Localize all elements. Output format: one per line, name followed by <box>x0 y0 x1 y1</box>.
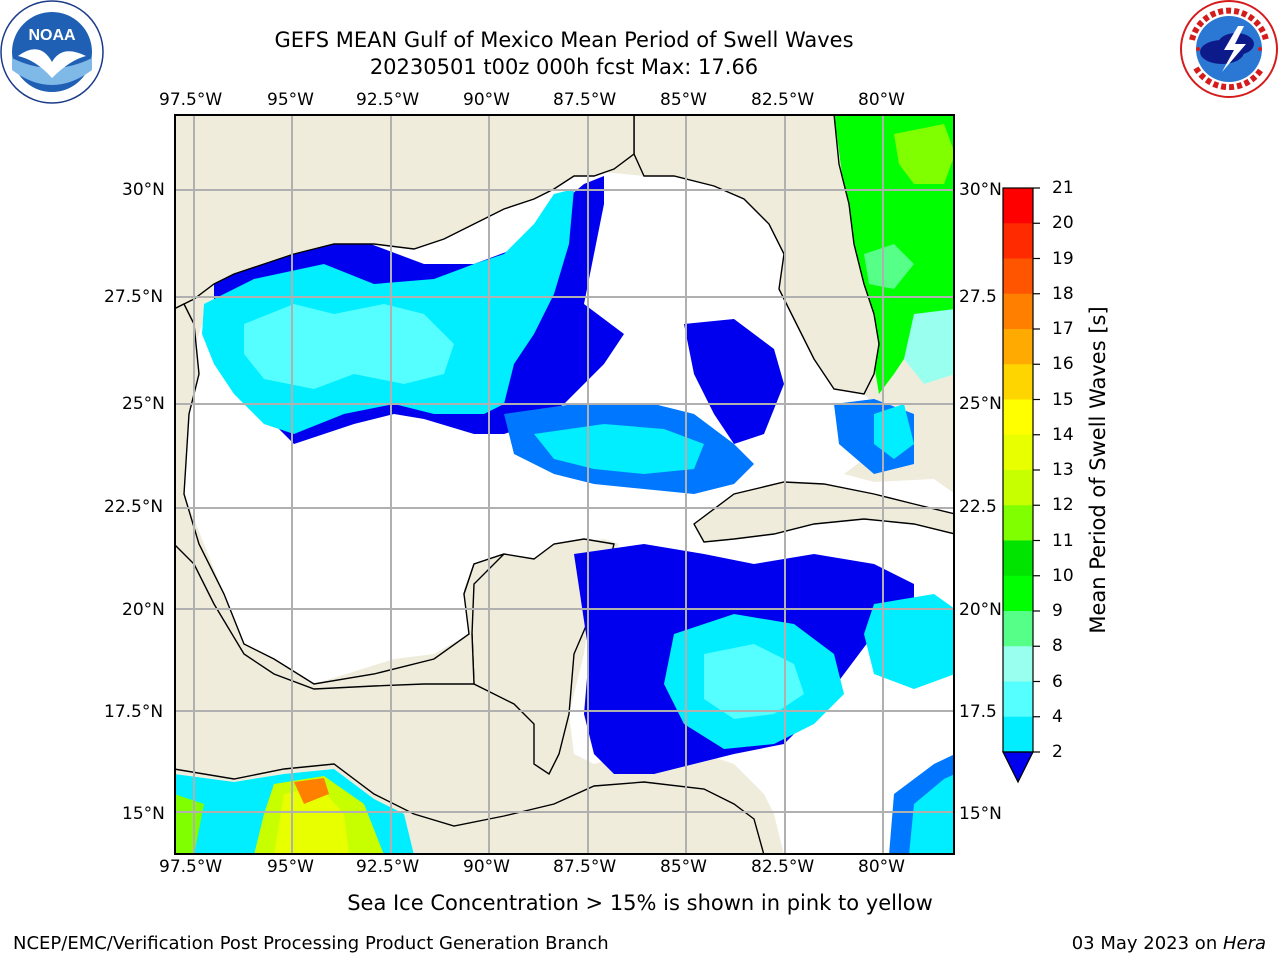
lat-tick-right: 15°N <box>959 804 1002 824</box>
lat-tick-left: 25°N <box>122 394 165 414</box>
noaa-logo-text: NOAA <box>28 27 76 44</box>
mexico-mainland <box>174 303 505 690</box>
colorbar-tick-label: 18 <box>1052 283 1074 304</box>
lon-tick-bottom: 87.5°W <box>553 857 617 877</box>
colorbar-band <box>1003 329 1033 365</box>
colorbar-tick-label: 2 <box>1052 742 1063 762</box>
lat-tick-right: 17.5 <box>959 702 997 722</box>
lon-tick-top: 80°W <box>858 90 905 110</box>
florida-peninsula <box>633 114 880 395</box>
lat-tick-right: 30°N <box>959 180 1002 200</box>
colorbar-tick-label: 12 <box>1052 495 1074 516</box>
colorbar-band <box>1003 293 1033 330</box>
map-frame <box>174 114 955 855</box>
colorbar-tick-label: 13 <box>1052 460 1074 480</box>
lon-tick-top: 97.5°W <box>159 90 223 110</box>
colorbar-band <box>1003 575 1033 612</box>
colorbar-tick-label: 4 <box>1052 706 1063 727</box>
lat-tick-right: 22.5 <box>959 497 997 517</box>
gulf-of-mexico-map <box>174 114 955 855</box>
colorbar-tick-label: 6 <box>1052 671 1063 692</box>
colorbar-band <box>1003 223 1033 259</box>
noaa-logo: NOAA <box>0 0 104 104</box>
lon-tick-top: 82.5°W <box>751 90 815 110</box>
lat-tick-left: 30°N <box>122 180 165 200</box>
colorbar-band <box>1003 188 1033 224</box>
colorbar-tick-label: 11 <box>1052 530 1074 551</box>
lon-tick-bottom: 82.5°W <box>751 857 815 877</box>
colorbar-band <box>1003 258 1033 295</box>
colorbar-tick-label: 17 <box>1052 319 1074 339</box>
colorbar-band <box>1003 646 1033 682</box>
lat-tick-right: 25°N <box>959 394 1002 414</box>
chart-subtitle: 20230501 t00z 000h fcst Max: 17.66 <box>369 55 759 79</box>
lon-tick-bottom: 85°W <box>660 857 707 877</box>
credit-host: Hera <box>1222 933 1266 954</box>
lon-tick-bottom: 80°W <box>858 857 905 877</box>
colorbar-tick-label: 20 <box>1052 213 1074 234</box>
lon-tick-top: 92.5°W <box>356 90 420 110</box>
lon-tick-top: 87.5°W <box>553 90 617 110</box>
colorbar <box>1002 187 1040 784</box>
lon-tick-top: 85°W <box>660 90 707 110</box>
colorbar-band <box>1003 540 1033 577</box>
nws-logo <box>1178 0 1280 100</box>
colorbar-band <box>1003 611 1033 647</box>
colorbar-tick-label: 9 <box>1052 601 1063 621</box>
credit-branch: NCEP/EMC/Verification Post Processing Pr… <box>13 933 609 954</box>
lat-tick-left: 15°N <box>122 804 165 824</box>
swell-field <box>202 176 955 855</box>
colorbar-extend-min <box>1002 751 1034 784</box>
lat-tick-left: 27.5°N <box>104 287 164 307</box>
lon-tick-bottom: 92.5°W <box>356 857 420 877</box>
cuba <box>693 481 955 543</box>
lon-tick-top: 95°W <box>267 90 314 110</box>
colorbar-band <box>1003 716 1033 753</box>
chart-title: GEFS MEAN Gulf of Mexico Mean Period of … <box>274 28 854 52</box>
lon-tick-bottom: 95°W <box>267 857 314 877</box>
credit-date: 03 May 2023 on Hera <box>1072 933 1266 954</box>
lat-tick-left: 22.5°N <box>104 497 164 517</box>
colorbar-band <box>1003 681 1033 718</box>
colorbar-tick-label: 15 <box>1052 389 1074 410</box>
colorbar-band <box>1003 505 1033 541</box>
lat-tick-right: 20°N <box>959 600 1002 620</box>
gridlines <box>174 114 955 855</box>
lat-tick-left: 20°N <box>122 600 165 620</box>
colorbar-tick-label: 14 <box>1052 424 1074 445</box>
us-gulf-coast <box>174 114 635 310</box>
colorbar-tick-label: 19 <box>1052 248 1074 269</box>
lat-tick-left: 17.5°N <box>104 702 164 722</box>
lat-tick-right: 27.5 <box>959 287 997 307</box>
colorbar-label: Mean Period of Swell Waves [s] <box>1086 306 1110 634</box>
colorbar-tick-label: 8 <box>1052 636 1063 657</box>
lon-tick-top: 90°W <box>463 90 510 110</box>
credit-date-text: 03 May 2023 on <box>1071 933 1223 954</box>
colorbar-band <box>1003 470 1033 506</box>
lon-tick-bottom: 97.5°W <box>159 857 223 877</box>
colorbar-band <box>1003 434 1033 471</box>
lon-tick-bottom: 90°W <box>463 857 510 877</box>
colorbar-band <box>1003 399 1033 436</box>
colorbar-band <box>1003 364 1033 400</box>
sea-ice-note: Sea Ice Concentration > 15% is shown in … <box>347 891 933 915</box>
colorbar-tick-label: 16 <box>1052 354 1074 375</box>
colorbar-tick-label: 10 <box>1052 565 1074 586</box>
colorbar-tick-label: 21 <box>1052 178 1074 198</box>
